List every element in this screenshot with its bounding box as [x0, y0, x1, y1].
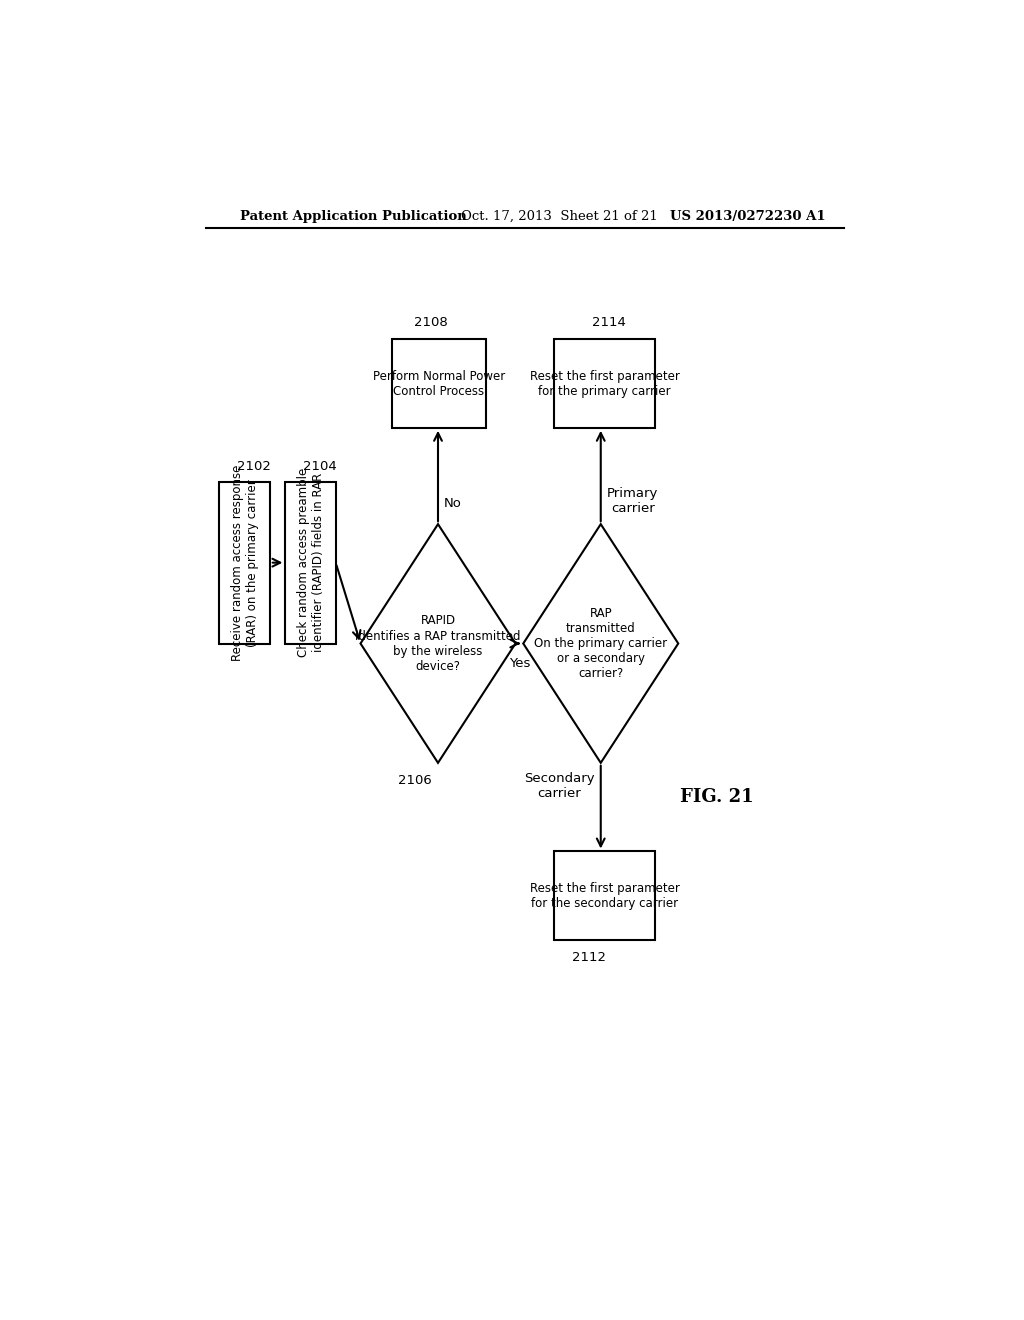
Text: Check random access preamble
identifier (RAPID) fields in RAR: Check random access preamble identifier …	[297, 469, 325, 657]
Text: Primary
carrier: Primary carrier	[607, 487, 658, 515]
Polygon shape	[523, 524, 678, 763]
Bar	[286, 482, 336, 644]
Text: 2104: 2104	[303, 459, 337, 473]
Text: Yes: Yes	[509, 657, 530, 671]
Text: Secondary
carrier: Secondary carrier	[524, 772, 595, 800]
Bar	[219, 482, 270, 644]
Text: Patent Application Publication: Patent Application Publication	[241, 210, 467, 223]
Text: US 2013/0272230 A1: US 2013/0272230 A1	[671, 210, 826, 223]
Text: FIG. 21: FIG. 21	[680, 788, 754, 807]
Text: Oct. 17, 2013  Sheet 21 of 21: Oct. 17, 2013 Sheet 21 of 21	[461, 210, 658, 223]
Text: 2102: 2102	[237, 459, 271, 473]
Bar	[391, 339, 486, 428]
Text: 2114: 2114	[592, 315, 626, 329]
Bar	[554, 339, 655, 428]
Text: RAPID
identifies a RAP transmitted
by the wireless
device?: RAPID identifies a RAP transmitted by th…	[355, 615, 521, 672]
Text: No: No	[444, 498, 462, 511]
Text: Reset the first parameter
for the primary carrier: Reset the first parameter for the primar…	[529, 370, 680, 397]
Text: Reset the first parameter
for the secondary carrier: Reset the first parameter for the second…	[529, 882, 680, 909]
Text: Perform Normal Power
Control Process: Perform Normal Power Control Process	[373, 370, 505, 397]
Text: 2106: 2106	[398, 774, 432, 787]
Polygon shape	[360, 524, 515, 763]
Text: RAP
transmitted
On the primary carrier
or a secondary
carrier?: RAP transmitted On the primary carrier o…	[535, 607, 668, 680]
Text: 2108: 2108	[414, 315, 447, 329]
Text: Receive random access response
(RAR) on the primary carrier: Receive random access response (RAR) on …	[230, 465, 259, 661]
Bar	[554, 851, 655, 940]
Text: 2112: 2112	[572, 950, 606, 964]
